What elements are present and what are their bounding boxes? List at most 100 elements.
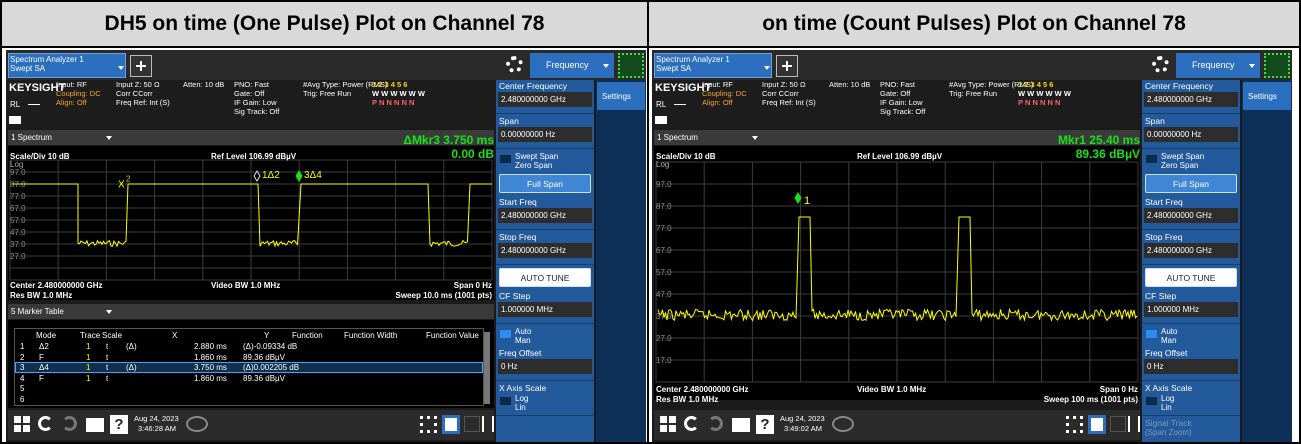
window-button[interactable]	[1110, 416, 1126, 432]
toggle-option: Lin	[1161, 403, 1172, 412]
y-tick-label: 57.0	[656, 268, 672, 277]
softkey-button[interactable]	[499, 268, 591, 287]
table-cell: 89.36 dBµV	[243, 373, 285, 383]
softkey-value: 2.480000000 GHz	[501, 95, 566, 104]
notification-button[interactable]	[832, 416, 854, 432]
softkey-value: 0 Hz	[501, 362, 518, 371]
instrument-tab[interactable]	[654, 53, 772, 78]
menu-button[interactable]	[530, 53, 614, 78]
date: Aug 24, 2023	[134, 414, 179, 423]
marker-label: X	[118, 180, 125, 191]
keypad-button[interactable]	[420, 416, 437, 433]
status-text: Input Z: 50 Ω	[116, 80, 160, 89]
start-button[interactable]	[14, 416, 30, 432]
window-header	[654, 130, 1140, 145]
softkey-button[interactable]	[1145, 268, 1237, 287]
tab-mode: Swept SA	[656, 64, 692, 73]
softkey-value-box[interactable]	[498, 359, 592, 374]
window-button[interactable]	[464, 416, 480, 432]
softkey-value-box[interactable]	[498, 302, 592, 317]
softkey-value: 0 Hz	[1147, 362, 1164, 371]
softkey-rule	[1142, 323, 1240, 324]
expand-button[interactable]	[482, 416, 494, 432]
row-number: 1	[20, 342, 25, 351]
softkey-label: Span	[499, 116, 519, 126]
marker-readout: ΔMkr3 3.750 ms	[403, 133, 494, 147]
time: 3:49:02 AM	[784, 424, 822, 433]
status-icon[interactable]	[1264, 53, 1290, 78]
column-header: Trace	[80, 331, 101, 340]
softkey-rule	[1142, 148, 1240, 149]
softkey-value-box[interactable]	[1144, 92, 1238, 107]
redo-button[interactable]	[62, 416, 77, 431]
start-button[interactable]	[660, 416, 676, 432]
undo-button[interactable]	[38, 416, 53, 431]
menu-button[interactable]	[1176, 53, 1260, 78]
dropdown-arrow	[603, 64, 609, 68]
softkey-value-box[interactable]	[498, 208, 592, 223]
softkey-value-box[interactable]	[1144, 243, 1238, 258]
window-label: 1 Spectrum	[11, 133, 52, 142]
help-button[interactable]: ?	[110, 415, 128, 434]
softkey-label: Center Frequency	[499, 81, 568, 91]
side-tab[interactable]	[597, 82, 645, 110]
status-text: Align: Off	[56, 98, 87, 107]
settings-gear[interactable]	[1152, 56, 1169, 73]
softkey-value-box[interactable]	[498, 127, 592, 142]
folder-button[interactable]	[86, 418, 104, 432]
softkey-rule	[1142, 264, 1240, 265]
trace	[657, 216, 1138, 323]
status-text: Sig Track: Off	[234, 107, 280, 116]
marker-diamond	[295, 170, 303, 182]
softkey-value-box[interactable]	[1144, 359, 1238, 374]
softkey-button[interactable]	[499, 174, 591, 193]
softkey-value-box[interactable]	[498, 92, 592, 107]
softkey-value-box[interactable]	[1144, 127, 1238, 142]
touch-button[interactable]	[1088, 415, 1106, 434]
dropdown-arrow	[752, 136, 758, 140]
keypad-button[interactable]	[1066, 416, 1083, 433]
touch-button[interactable]	[442, 415, 460, 434]
softkey-button-label: AUTO TUNE	[1166, 273, 1216, 283]
help-button[interactable]: ?	[756, 415, 774, 434]
undo-button[interactable]	[684, 416, 699, 431]
footer-text: Center 2.480000000 GHz	[656, 385, 749, 394]
toggle-box[interactable]	[1146, 397, 1157, 405]
softkey-button[interactable]	[1145, 174, 1237, 193]
info-row	[6, 80, 496, 128]
add-button[interactable]	[130, 55, 152, 77]
add-button[interactable]	[776, 55, 798, 77]
brand: KEYSIGHT	[9, 82, 66, 94]
toggle-box[interactable]	[1146, 155, 1157, 163]
trace-indicator: W W W W W W	[372, 89, 425, 98]
side-tab[interactable]	[1243, 82, 1291, 110]
status-text: #Avg Type: Power (RMS)	[303, 80, 388, 89]
rl: RL	[656, 100, 667, 109]
status-text: Trig: Free Run	[303, 89, 352, 98]
notification-button[interactable]	[186, 416, 208, 432]
toggle-box[interactable]	[500, 155, 511, 163]
plus-v	[140, 61, 142, 71]
status-icon[interactable]	[618, 53, 644, 78]
expand-button[interactable]	[1128, 416, 1140, 432]
instrument-tab[interactable]	[8, 53, 126, 78]
softkey-value-box[interactable]	[498, 243, 592, 258]
toggle-box[interactable]	[500, 330, 511, 338]
redo-button[interactable]	[708, 416, 723, 431]
settings-gear[interactable]	[506, 56, 523, 73]
lxi-badge	[655, 116, 667, 124]
start-pane	[660, 416, 667, 423]
ref-level: Ref Level 106.99 dBµV	[857, 152, 943, 161]
log-label: Log	[10, 160, 24, 169]
toggle-box[interactable]	[1146, 330, 1157, 338]
softkey-value-box[interactable]	[1144, 302, 1238, 317]
start-pane	[14, 416, 21, 423]
softkey-value-box[interactable]	[1144, 208, 1238, 223]
folder-button[interactable]	[732, 418, 750, 432]
toggle-option: Swept Span	[515, 152, 559, 161]
marker-label: 2	[126, 175, 131, 184]
softkey-button-label: Full Span	[527, 179, 563, 189]
toggle-box[interactable]	[500, 397, 511, 405]
title-right: on time (Count Pulses) Plot on Channel 7…	[649, 2, 1299, 46]
